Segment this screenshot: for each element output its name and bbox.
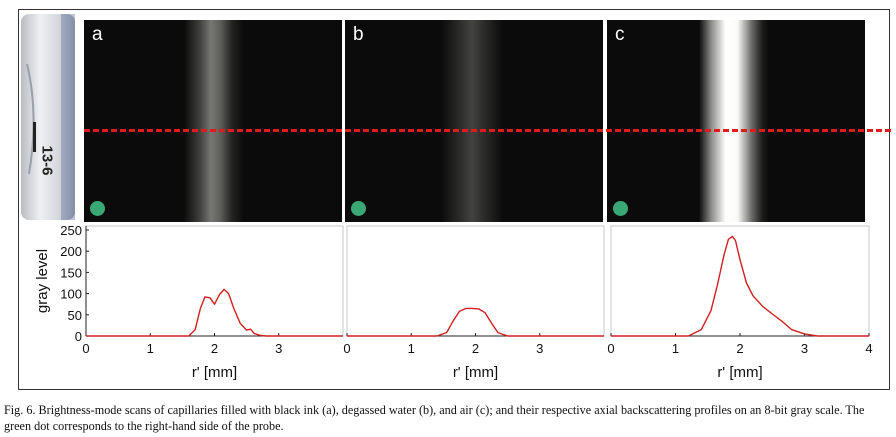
profile-curve xyxy=(611,235,869,337)
x-tick-label: 3 xyxy=(275,341,282,356)
green-dot xyxy=(351,201,366,216)
bmode-panel-b: b xyxy=(345,20,603,222)
capillary-band xyxy=(184,20,244,222)
x-axis-label: r' [mm] xyxy=(192,364,237,381)
bmode-panel-c: c xyxy=(607,20,865,222)
capillary-band xyxy=(699,20,769,222)
x-tick-label: 2 xyxy=(472,341,479,356)
green-dot xyxy=(90,201,105,216)
plot-frame xyxy=(610,225,870,337)
x-tick-label: 1 xyxy=(672,341,679,356)
profile-curve xyxy=(347,307,604,337)
y-tick-label: 0 xyxy=(75,329,82,344)
profile-curve xyxy=(86,288,343,337)
probe-drawing xyxy=(21,14,75,220)
y-tick-label: 150 xyxy=(60,265,82,280)
probe-image: 13-6 xyxy=(19,14,75,220)
y-tick-label: 250 xyxy=(60,223,82,238)
panel-letter: a xyxy=(92,24,103,45)
x-tick-label: 0 xyxy=(607,341,614,356)
x-axis-label: r' [mm] xyxy=(453,364,498,381)
capillary-band xyxy=(441,20,503,222)
panel-letter: b xyxy=(353,24,364,45)
x-tick-label: 4 xyxy=(865,341,872,356)
panel-letter: c xyxy=(615,24,625,45)
y-tick-label: 200 xyxy=(60,244,82,259)
bmode-panel-a: a xyxy=(84,20,342,222)
y-axis-label: gray level xyxy=(34,249,51,313)
figure-frame: 13-6 a b c 0 1 2 3 0 50 100 150 200 250 r' [mm] gra… xyxy=(18,9,891,390)
x-tick-label: 0 xyxy=(343,341,350,356)
plot-frame xyxy=(346,225,605,337)
figure-caption: Fig. 6. Brightness-mode scans of capilla… xyxy=(4,403,865,433)
x-tick-label: 1 xyxy=(408,341,415,356)
profile-plots: 0 1 2 3 0 50 100 150 200 250 r' [mm] gray level 0 1 2 3… xyxy=(34,223,873,381)
x-tick-label: 1 xyxy=(147,341,154,356)
profile-line xyxy=(84,129,891,132)
x-tick-label: 2 xyxy=(211,341,218,356)
x-tick-label: 0 xyxy=(82,341,89,356)
y-tick-label: 100 xyxy=(60,287,82,302)
x-axis-label: r' [mm] xyxy=(717,364,762,381)
x-tick-label: 3 xyxy=(801,341,808,356)
green-dot xyxy=(613,201,628,216)
x-tick-label: 3 xyxy=(536,341,543,356)
plot-frame xyxy=(85,225,344,337)
x-tick-label: 2 xyxy=(736,341,743,356)
y-tick-label: 50 xyxy=(68,308,82,323)
